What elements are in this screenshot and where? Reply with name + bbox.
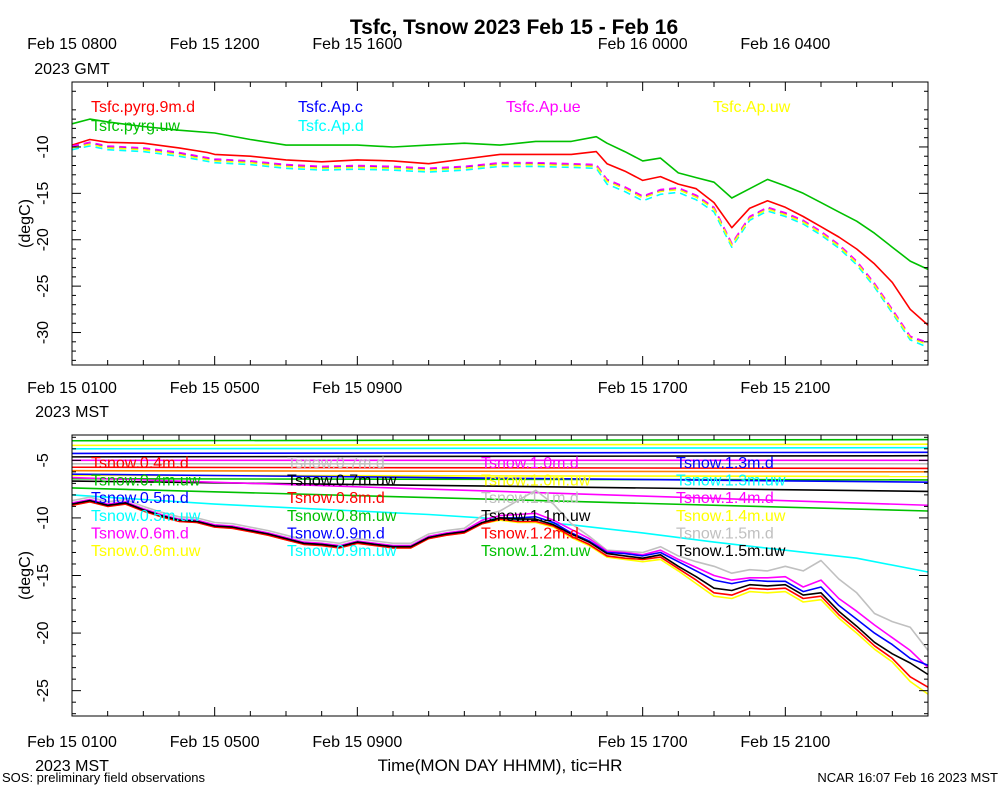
flat-series-line-11 bbox=[71, 473, 929, 484]
legend-entry-tsnow-0-7m-uw: Tsnow.0.7m.uw bbox=[287, 473, 397, 490]
legend-entry-tsnow-1-4m-uw: Tsnow.1.4m.uw bbox=[676, 508, 786, 525]
flat-series-line-4 bbox=[71, 454, 929, 458]
top-panel: -10 -15 -20 -25 -30 (degC) Feb 15 0800 2023 GMT… bbox=[17, 36, 929, 421]
legend-entry-tsnow-0-4m-d: Tsnow.0.4m.d bbox=[91, 455, 189, 472]
legend-entry-tsfc-ap-c: Tsfc.Ap.c bbox=[298, 99, 363, 116]
mst-tick-label: Feb 15 2100 bbox=[740, 734, 830, 751]
legend-entry-tsnow-1-5m-d: Tsnow.1.5m.d bbox=[676, 525, 774, 542]
mst-tick-label: Feb 15 0100 bbox=[27, 380, 117, 397]
series-line-tsnow-1-5m-uw bbox=[71, 499, 929, 676]
y-tick-label: -30 bbox=[35, 321, 52, 344]
legend-entry-tsnow-1-2m-d: Tsnow.1.2m.d bbox=[481, 525, 579, 542]
series-line-tsfc-ap-uw bbox=[71, 143, 929, 346]
flat-series-line-3 bbox=[71, 451, 929, 455]
series-line-tsfc-ap-d bbox=[71, 145, 929, 349]
y-tick-label: -25 bbox=[35, 274, 52, 297]
mst-tick-label: Feb 15 1700 bbox=[598, 380, 688, 397]
legend-entry-tsnow-0-6m-d: Tsnow.0.6m.d bbox=[91, 525, 189, 542]
chart-title: Tsfc, Tsnow 2023 Feb 15 - Feb 16 bbox=[350, 16, 678, 39]
y-tick-label: -15 bbox=[35, 182, 52, 205]
gmt-tick-label: Feb 16 0400 bbox=[740, 36, 830, 53]
flat-series-line-8 bbox=[71, 469, 929, 473]
legend-entry-tsnow-1-2m-uw: Tsnow.1.2m.uw bbox=[481, 543, 591, 560]
legend-entry-tsnow-1-4m-d: Tsnow.1.4m.d bbox=[676, 490, 774, 507]
legend-entry-tsfc-pyrg-9m-d: Tsfc.pyrg.9m.d bbox=[91, 99, 195, 116]
series-line-tsfc-pyrg-9m-d bbox=[71, 138, 929, 326]
y-tick-label: -20 bbox=[35, 621, 52, 644]
legend-entry-tsnow-1-5m-uw: Tsnow.1.5m.uw bbox=[676, 543, 786, 560]
flat-series-line-14 bbox=[71, 487, 929, 512]
flat-series-line-10 bbox=[71, 477, 929, 481]
y-tick-label: -25 bbox=[35, 679, 52, 702]
legend-entry-tsnow-0-8m-d: Tsnow.0.8m.d bbox=[287, 490, 385, 507]
mst-tick-label: Feb 15 2100 bbox=[740, 380, 830, 397]
mst-year-label: 2023 MST bbox=[35, 758, 109, 775]
gmt-tick-label: Feb 15 1600 bbox=[312, 36, 402, 53]
legend-entry-tsnow-0-9m-d: Tsnow.0.9m.d bbox=[287, 525, 385, 542]
legend-entry-tsnow-0-8m-uw: Tsnow.0.8m.uw bbox=[287, 508, 397, 525]
legend-entry-tsnow-0-9m-uw: Tsnow.0.9m.uw bbox=[287, 543, 397, 560]
legend-entry-tsfc-pyrg-uw: Tsfc.pyrg.uw bbox=[91, 118, 180, 135]
y-tick-label: -15 bbox=[35, 564, 52, 587]
legend-entry-tsnow-1-1m-d: Tsnow.1.1m.d bbox=[481, 490, 579, 507]
legend-entry-tsnow-1-3m-d: Tsnow.1.3m.d bbox=[676, 455, 774, 472]
gmt-tick-label: Feb 15 0800 bbox=[27, 36, 117, 53]
legend-entry-tsfc-ap-uw: Tsfc.Ap.uw bbox=[713, 99, 791, 116]
y-axis-label: (degC) bbox=[17, 551, 34, 600]
y-tick-label: -20 bbox=[35, 228, 52, 251]
mst-tick-label: Feb 15 0900 bbox=[312, 734, 402, 751]
legend-entry-tsnow-0-4m-uw: Tsnow.0.4m.uw bbox=[91, 473, 201, 490]
mst-tick-label: Feb 15 0100 bbox=[27, 734, 117, 751]
mst-tick-label: Feb 15 0500 bbox=[170, 380, 260, 397]
y-tick-label: -10 bbox=[35, 506, 52, 529]
y-tick-label: -5 bbox=[35, 453, 52, 467]
bottom-panel: -5 -10 -15 -20 -25 (degC) Feb 15 0100 2023 MST F… bbox=[17, 434, 929, 775]
y-tick-label: -10 bbox=[35, 135, 52, 158]
legend-entry-tsnow-1-3m-uw: Tsnow.1.3m.uw bbox=[676, 473, 786, 490]
series-line-tsfc-ap-ue bbox=[71, 141, 929, 344]
gmt-tick-label: Feb 15 1200 bbox=[170, 36, 260, 53]
legend-entry-tsnow-0-5m-d: Tsnow.0.5m.d bbox=[91, 490, 189, 507]
legend-entry-tsnow-1-0m-uw: Tsnow.1.0m.uw bbox=[481, 473, 591, 490]
legend-entry-tsnow-1-0m-d: Tsnow.1.0m.d bbox=[481, 455, 579, 472]
gmt-year-label: 2023 GMT bbox=[34, 61, 110, 78]
y-axis-label: (degC) bbox=[17, 199, 34, 248]
mst-tick-label: Feb 15 1700 bbox=[598, 734, 688, 751]
flat-series-line-2 bbox=[71, 446, 929, 450]
series-line-tsfc-pyrg-uw bbox=[71, 118, 929, 271]
legend-entry-tsnow-1-1m-uw: Tsnow.1.1m.uw bbox=[481, 508, 591, 525]
series-line-tsnow-1-4m-d bbox=[71, 498, 929, 669]
legend-entry-tsnow-0-5m-uw: Tsnow.0.5m.uw bbox=[91, 508, 201, 525]
legend-entry-tsfc-ap-d: Tsfc.Ap.d bbox=[298, 118, 364, 135]
legend-entry-tsfc-ap-ue: Tsfc.Ap.ue bbox=[506, 99, 581, 116]
series-line-tsnow-1-2m-d bbox=[71, 500, 929, 688]
legend-entry-tsnow-0-6m-uw: Tsnow.0.6m.uw bbox=[91, 543, 201, 560]
footer-left: SOS: preliminary field observations bbox=[2, 770, 206, 785]
mst-year-label: 2023 MST bbox=[35, 404, 109, 421]
gmt-tick-label: Feb 16 0000 bbox=[598, 36, 688, 53]
flat-series-line-13 bbox=[71, 476, 929, 507]
flat-series-line-1 bbox=[71, 443, 929, 447]
mst-tick-label: Feb 15 0500 bbox=[170, 734, 260, 751]
footer-right: NCAR 16:07 Feb 16 2023 MST bbox=[817, 770, 998, 785]
legend-entry-tsnow-0-7m-d: Tsnow.0.7m.d bbox=[287, 455, 385, 472]
mst-tick-label: Feb 15 0900 bbox=[312, 380, 402, 397]
x-axis-label: Time(MON DAY HHMM), tic=HR bbox=[378, 756, 623, 775]
series-line-tsnow-1-5m-d bbox=[71, 489, 929, 651]
flat-series-line-7 bbox=[71, 466, 929, 470]
